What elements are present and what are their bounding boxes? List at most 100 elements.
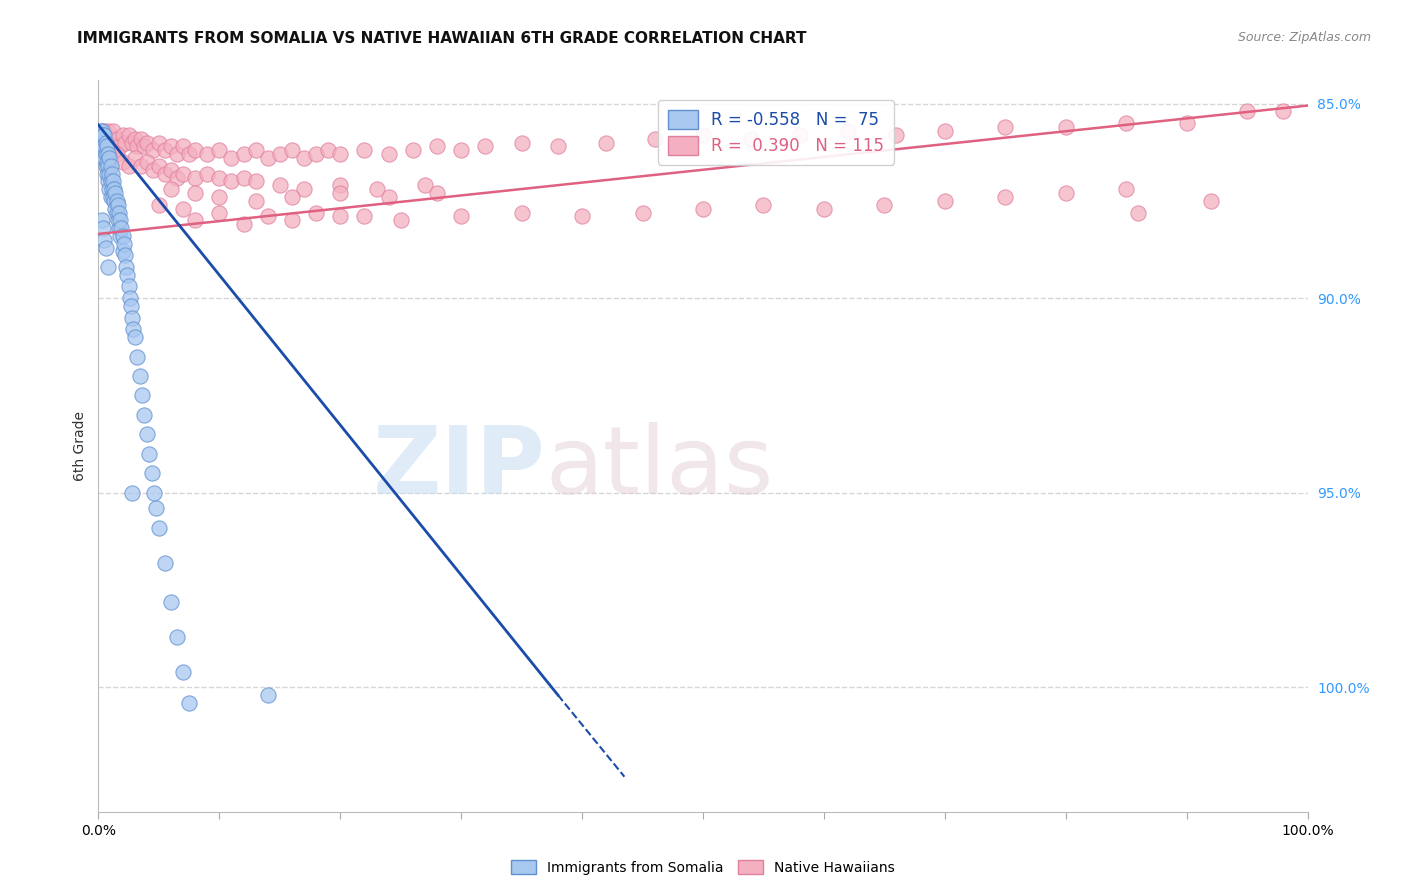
Point — [100, 167, 122, 181]
Point — [124, 330, 146, 344]
Point — [107, 198, 129, 212]
Point — [127, 139, 149, 153]
Point — [120, 299, 142, 313]
Point — [115, 260, 138, 274]
Point — [316, 144, 339, 158]
Point — [179, 147, 201, 161]
Point — [166, 170, 188, 185]
Point — [1054, 120, 1077, 134]
Point — [129, 131, 152, 145]
Point — [994, 120, 1017, 134]
Text: ZIP: ZIP — [373, 422, 546, 514]
Point — [426, 139, 449, 153]
Point — [245, 144, 267, 158]
Point — [179, 696, 201, 710]
Point — [450, 210, 472, 224]
Point — [107, 213, 129, 227]
Point — [232, 217, 254, 231]
Point — [402, 144, 425, 158]
Point — [100, 182, 122, 196]
Point — [256, 151, 278, 165]
Point — [595, 136, 617, 150]
Point — [138, 447, 160, 461]
Point — [221, 151, 243, 165]
Point — [91, 136, 114, 150]
Point — [97, 174, 120, 188]
Point — [172, 202, 194, 216]
Point — [121, 485, 143, 500]
Point — [98, 182, 121, 196]
Point — [118, 159, 141, 173]
Point — [153, 144, 176, 158]
Point — [100, 159, 122, 173]
Point — [994, 190, 1017, 204]
Point — [111, 128, 134, 142]
Point — [1236, 104, 1258, 119]
Point — [91, 128, 114, 142]
Point — [232, 170, 254, 185]
Point — [135, 136, 157, 150]
Point — [100, 190, 122, 204]
Point — [692, 128, 714, 142]
Point — [221, 174, 243, 188]
Point — [329, 186, 352, 200]
Point — [91, 124, 114, 138]
Point — [644, 131, 666, 145]
Point — [128, 368, 150, 383]
Point — [474, 139, 496, 153]
Point — [245, 194, 267, 208]
Point — [232, 147, 254, 161]
Point — [292, 182, 315, 196]
Point — [101, 124, 124, 138]
Point — [789, 128, 811, 142]
Point — [1175, 116, 1198, 130]
Point — [124, 131, 146, 145]
Point — [571, 210, 593, 224]
Point — [305, 147, 328, 161]
Y-axis label: 6th Grade: 6th Grade — [73, 411, 87, 481]
Point — [160, 139, 183, 153]
Text: IMMIGRANTS FROM SOMALIA VS NATIVE HAWAIIAN 6TH GRADE CORRELATION CHART: IMMIGRANTS FROM SOMALIA VS NATIVE HAWAII… — [77, 31, 807, 46]
Point — [90, 124, 112, 138]
Point — [292, 151, 315, 165]
Point — [118, 279, 141, 293]
Point — [934, 124, 956, 138]
Point — [153, 556, 176, 570]
Text: Source: ZipAtlas.com: Source: ZipAtlas.com — [1237, 31, 1371, 45]
Point — [1115, 116, 1137, 130]
Point — [108, 205, 131, 219]
Point — [93, 233, 115, 247]
Point — [934, 194, 956, 208]
Point — [166, 630, 188, 644]
Point — [1272, 104, 1295, 119]
Point — [195, 147, 218, 161]
Point — [692, 202, 714, 216]
Point — [93, 151, 115, 165]
Point — [160, 162, 183, 177]
Point — [100, 144, 122, 158]
Point — [97, 260, 120, 274]
Point — [104, 186, 127, 200]
Point — [353, 144, 375, 158]
Point — [166, 147, 188, 161]
Point — [281, 190, 304, 204]
Point — [256, 210, 278, 224]
Point — [118, 128, 141, 142]
Point — [172, 167, 194, 181]
Point — [281, 213, 304, 227]
Point — [184, 213, 207, 227]
Point — [426, 186, 449, 200]
Point — [96, 167, 118, 181]
Point — [91, 221, 114, 235]
Point — [172, 139, 194, 153]
Point — [184, 170, 207, 185]
Point — [93, 124, 115, 138]
Point — [366, 182, 388, 196]
Legend: R = -0.558   N =  75, R =  0.390   N = 115: R = -0.558 N = 75, R = 0.390 N = 115 — [658, 100, 894, 165]
Point — [111, 155, 134, 169]
Point — [127, 350, 149, 364]
Point — [105, 194, 128, 208]
Point — [104, 202, 127, 216]
Point — [160, 594, 183, 608]
Legend: Immigrants from Somalia, Native Hawaiians: Immigrants from Somalia, Native Hawaiian… — [506, 855, 900, 880]
